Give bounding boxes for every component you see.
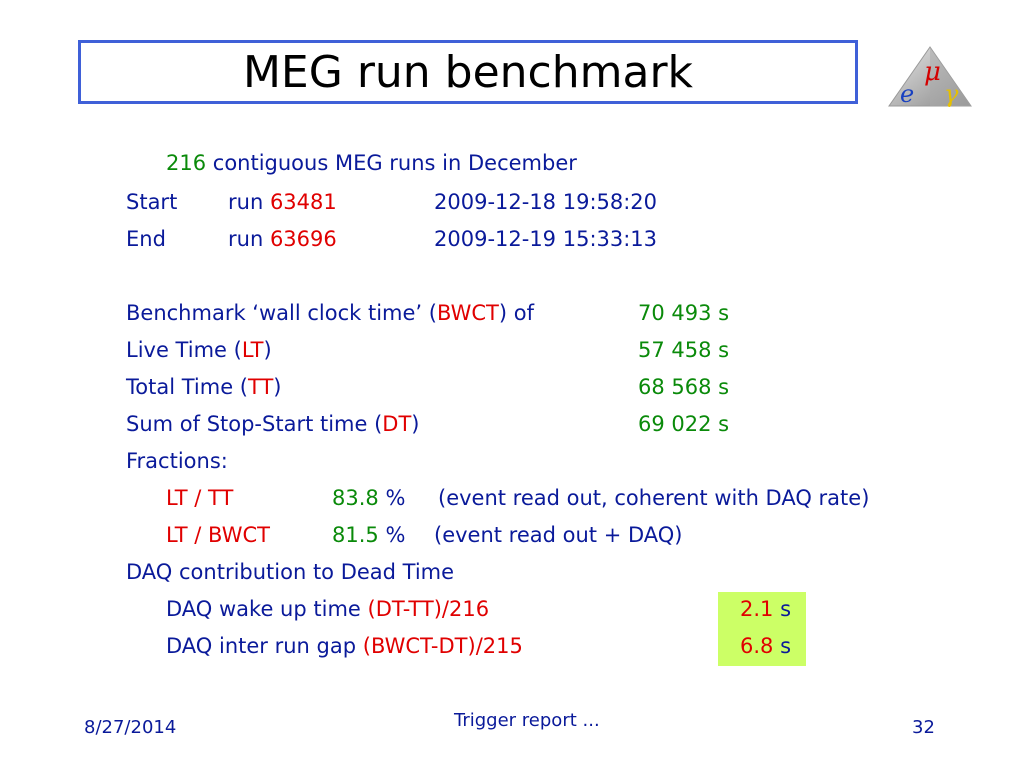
tt-label: Total Time (TT) <box>126 375 282 399</box>
footer-date: 8/27/2014 <box>84 717 177 738</box>
slide-title-box: MEG run benchmark <box>78 40 858 104</box>
footer-title: Trigger report ... <box>454 710 600 731</box>
fractions-heading: Fractions: <box>126 449 228 473</box>
fraction-ratio-lt-tt: LT / TT <box>166 486 234 510</box>
slide-title: MEG run benchmark <box>242 46 694 98</box>
dt-label: Sum of Stop-Start time (DT) <box>126 412 420 436</box>
page-number: 32 <box>912 717 935 738</box>
bwct-abbr: BWCT <box>436 301 499 325</box>
lt-value: 57 458 s <box>638 338 730 362</box>
daq-values-highlight <box>718 592 806 666</box>
dt-value: 69 022 s <box>638 412 730 436</box>
fraction-ratio-lt-bwct: LT / BWCT <box>166 523 270 547</box>
end-run: run 63696 <box>228 227 337 251</box>
logo-gamma-letter: γ <box>944 80 959 108</box>
bwct-value: 70 493 s <box>638 301 730 325</box>
lt-abbr: LT <box>241 338 264 362</box>
intro-line: 216 contiguous MEG runs in December <box>166 150 577 176</box>
tt-value: 68 568 s <box>638 375 730 399</box>
daq-gap-value: 6.8 s <box>740 634 792 658</box>
fraction-value-lt-tt: 83.8 % <box>332 486 406 510</box>
daq-row-gap: DAQ inter run gap (BWCT-DT)/215 <box>166 634 523 658</box>
start-datetime: 2009-12-18 19:58:20 <box>434 190 658 214</box>
end-run-number: 63696 <box>269 227 337 251</box>
logo-mu-letter: μ <box>924 57 941 87</box>
run-count: 216 <box>166 151 207 175</box>
bwct-label: Benchmark ‘wall clock time’ (BWCT) of <box>126 301 534 325</box>
fraction-value-lt-bwct: 81.5 % <box>332 523 406 547</box>
start-run: run 63481 <box>228 190 337 214</box>
dt-abbr: DT <box>382 412 412 436</box>
daq-wakeup-value: 2.1 s <box>740 597 792 621</box>
fraction-note-lt-tt: (event read out, coherent with DAQ rate) <box>438 486 870 510</box>
daq-gap-formula: (BWCT-DT)/215 <box>362 634 523 658</box>
start-label: Start <box>126 190 178 214</box>
logo-e-letter: e <box>900 80 914 108</box>
daq-row-wakeup: DAQ wake up time (DT-TT)/216 <box>166 597 490 621</box>
start-run-number: 63481 <box>269 190 337 214</box>
daq-heading: DAQ contribution to Dead Time <box>126 560 455 584</box>
lt-label: Live Time (LT) <box>126 338 272 362</box>
tt-abbr: TT <box>247 375 274 399</box>
daq-wakeup-formula: (DT-TT)/216 <box>367 597 490 621</box>
end-label: End <box>126 227 166 251</box>
intro-text: contiguous MEG runs in December <box>206 151 577 175</box>
end-datetime: 2009-12-19 15:33:13 <box>434 227 658 251</box>
meg-logo: μ e γ <box>888 46 972 108</box>
fraction-note-lt-bwct: (event read out + DAQ) <box>434 523 683 547</box>
